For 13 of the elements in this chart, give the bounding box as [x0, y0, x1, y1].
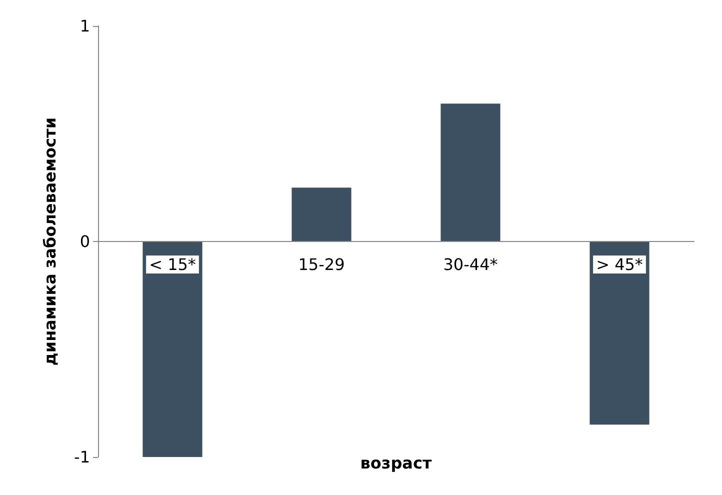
- x-tick-label: < 15*: [149, 255, 196, 274]
- x-axis-title: возраст: [360, 454, 432, 472]
- y-tick-label: 1: [80, 16, 90, 36]
- x-tick-label: 30-44*: [443, 255, 498, 274]
- bar: [440, 104, 500, 242]
- x-tick-label: > 45*: [596, 255, 643, 274]
- bar: [590, 242, 650, 425]
- bar: [142, 242, 202, 457]
- x-tick-label: 15-29: [298, 255, 345, 274]
- y-tick-label: 0: [80, 232, 90, 251]
- y-axis-title: динамика заболеваемости: [40, 117, 60, 366]
- y-tick-label: -1: [74, 448, 90, 466]
- bar: [292, 188, 352, 242]
